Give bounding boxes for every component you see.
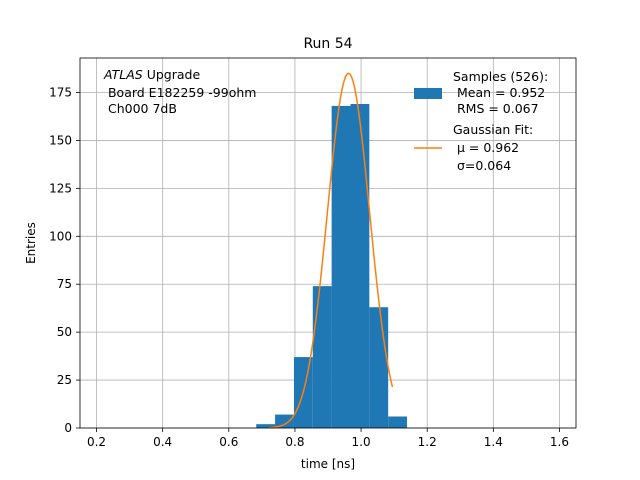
histogram-bar — [312, 286, 332, 428]
histogram-bar — [275, 414, 294, 428]
x-tick-label: 0.8 — [285, 435, 304, 449]
legend-fit-mu: μ = 0.962 — [453, 140, 519, 155]
upgrade-label: Upgrade — [143, 67, 201, 82]
legend-fit-header: Gaussian Fit: — [453, 122, 533, 137]
legend-samples-mean: Mean = 0.952 — [453, 85, 545, 100]
y-tick-label: 0 — [64, 421, 72, 435]
histogram-bars — [256, 104, 408, 428]
x-tick-label: 0.6 — [219, 435, 238, 449]
y-tick-label: 100 — [49, 229, 72, 243]
axis-ticks: 0.2 0.4 0.6 0.8 1.0 1.2 1.4 1.6 0 25 50 75 100 125 150… — [49, 86, 569, 449]
histogram-bar — [256, 424, 276, 428]
x-tick-label: 1.0 — [352, 435, 371, 449]
plot-frame — [79, 57, 577, 429]
chart-title: Run 54 — [303, 36, 352, 52]
gaussian-fit-curve — [268, 72, 394, 429]
histogram-bar — [369, 307, 389, 428]
legend-samples-swatch — [414, 88, 442, 99]
annotation-channel: Ch000 7dB — [104, 101, 177, 116]
histogram-bar — [388, 416, 408, 428]
y-tick-label: 150 — [49, 133, 72, 147]
x-tick-label: 0.2 — [87, 435, 106, 449]
y-tick-label: 75 — [57, 277, 72, 291]
annotation-board: Board E182259 -99ohm — [104, 85, 256, 100]
x-tick-label: 1.4 — [484, 435, 503, 449]
legend-fit-sigma: σ=0.064 — [453, 158, 511, 173]
histogram-bar — [331, 105, 351, 428]
x-tick-label: 0.4 — [153, 435, 172, 449]
y-tick-label: 125 — [49, 181, 72, 195]
atlas-label: ATLAS — [103, 67, 143, 82]
y-axis-label: Entries — [24, 222, 38, 264]
legend-samples-rms: RMS = 0.067 — [453, 101, 539, 116]
y-tick-label: 175 — [49, 86, 72, 100]
y-tick-label: 50 — [57, 325, 72, 339]
histogram-bar — [350, 104, 370, 428]
legend: Samples (526): Mean = 0.952 RMS = 0.067 … — [414, 69, 548, 173]
y-tick-label: 25 — [57, 373, 72, 387]
x-axis-label: time [ns] — [301, 457, 355, 471]
x-tick-label: 1.2 — [418, 435, 437, 449]
x-tick-label: 1.6 — [550, 435, 569, 449]
annotation-line-1: ATLAS Upgrade — [103, 67, 200, 82]
gaussian-fit-layer — [268, 72, 394, 429]
legend-samples-header: Samples (526): — [453, 69, 548, 84]
atlas-annotation: ATLAS Upgrade Board E182259 -99ohm Ch000… — [103, 67, 256, 116]
